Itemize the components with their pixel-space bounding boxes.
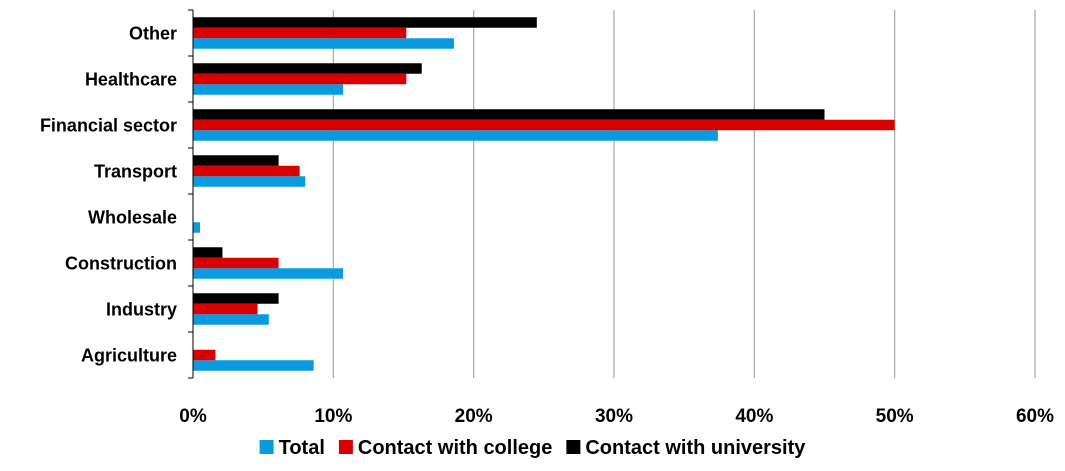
category-labels: Agriculture Industry Construction Wholesale…	[40, 24, 177, 366]
bar-construction-total	[193, 268, 344, 279]
bar-industry-total	[193, 314, 269, 325]
bar-wholesale-total	[193, 222, 201, 233]
bar-transport-contact-with-college	[193, 165, 300, 177]
bars	[193, 17, 895, 371]
bar-transport-total	[193, 176, 306, 187]
bar-financial-sector-total	[193, 130, 718, 141]
bar-healthcare-contact-with-college	[193, 73, 407, 85]
bar-industry-contact-with-university	[193, 293, 279, 304]
bar-financial-sector-contact-with-college	[193, 119, 895, 131]
legend: Total Contact with college Contact with un…	[259, 437, 806, 459]
bar-financial-sector-contact-with-university	[193, 109, 825, 120]
legend-label-total: Total	[279, 437, 325, 459]
bar-industry-contact-with-college	[193, 303, 258, 315]
category-label-financial-sector: Financial sector	[40, 116, 177, 136]
category-label-wholesale: Wholesale	[88, 208, 177, 228]
axes	[188, 9, 194, 379]
bar-other-total	[193, 38, 455, 49]
x-tick-label-2: 20%	[455, 406, 493, 427]
x-tick-label-3: 30%	[595, 406, 633, 427]
category-label-healthcare: Healthcare	[85, 70, 177, 90]
x-tick-labels: 0% 10% 20% 30% 40% 50% 60%	[179, 406, 1054, 427]
bar-healthcare-contact-with-university	[193, 63, 422, 74]
bar-other-contact-with-university	[193, 17, 537, 28]
x-tick-label-0: 0%	[179, 406, 207, 427]
x-tick-label-5: 50%	[876, 406, 914, 427]
bar-construction-contact-with-college	[193, 257, 279, 269]
x-tick-label-6: 60%	[1016, 406, 1054, 427]
category-label-other: Other	[129, 24, 177, 44]
category-label-transport: Transport	[94, 162, 177, 182]
bar-agriculture-contact-with-college	[193, 349, 216, 361]
bar-transport-contact-with-university	[193, 155, 279, 166]
legend-swatch-contact-with-university	[566, 440, 581, 454]
bar-healthcare-total	[193, 84, 344, 95]
x-tick-label-4: 40%	[735, 406, 773, 427]
legend-label-contact-with-university: Contact with university	[585, 437, 806, 459]
category-label-agriculture: Agriculture	[81, 346, 177, 366]
legend-label-contact-with-college: Contact with college	[358, 437, 552, 459]
bar-agriculture-total	[193, 360, 314, 371]
legend-swatch-total	[259, 440, 274, 454]
legend-swatch-contact-with-college	[338, 440, 353, 454]
bar-other-contact-with-college	[193, 27, 407, 39]
bar-construction-contact-with-university	[193, 247, 223, 258]
category-label-construction: Construction	[65, 254, 177, 274]
category-label-industry: Industry	[106, 300, 177, 320]
gridlines	[332, 10, 1036, 378]
x-tick-label-1: 10%	[314, 406, 352, 427]
